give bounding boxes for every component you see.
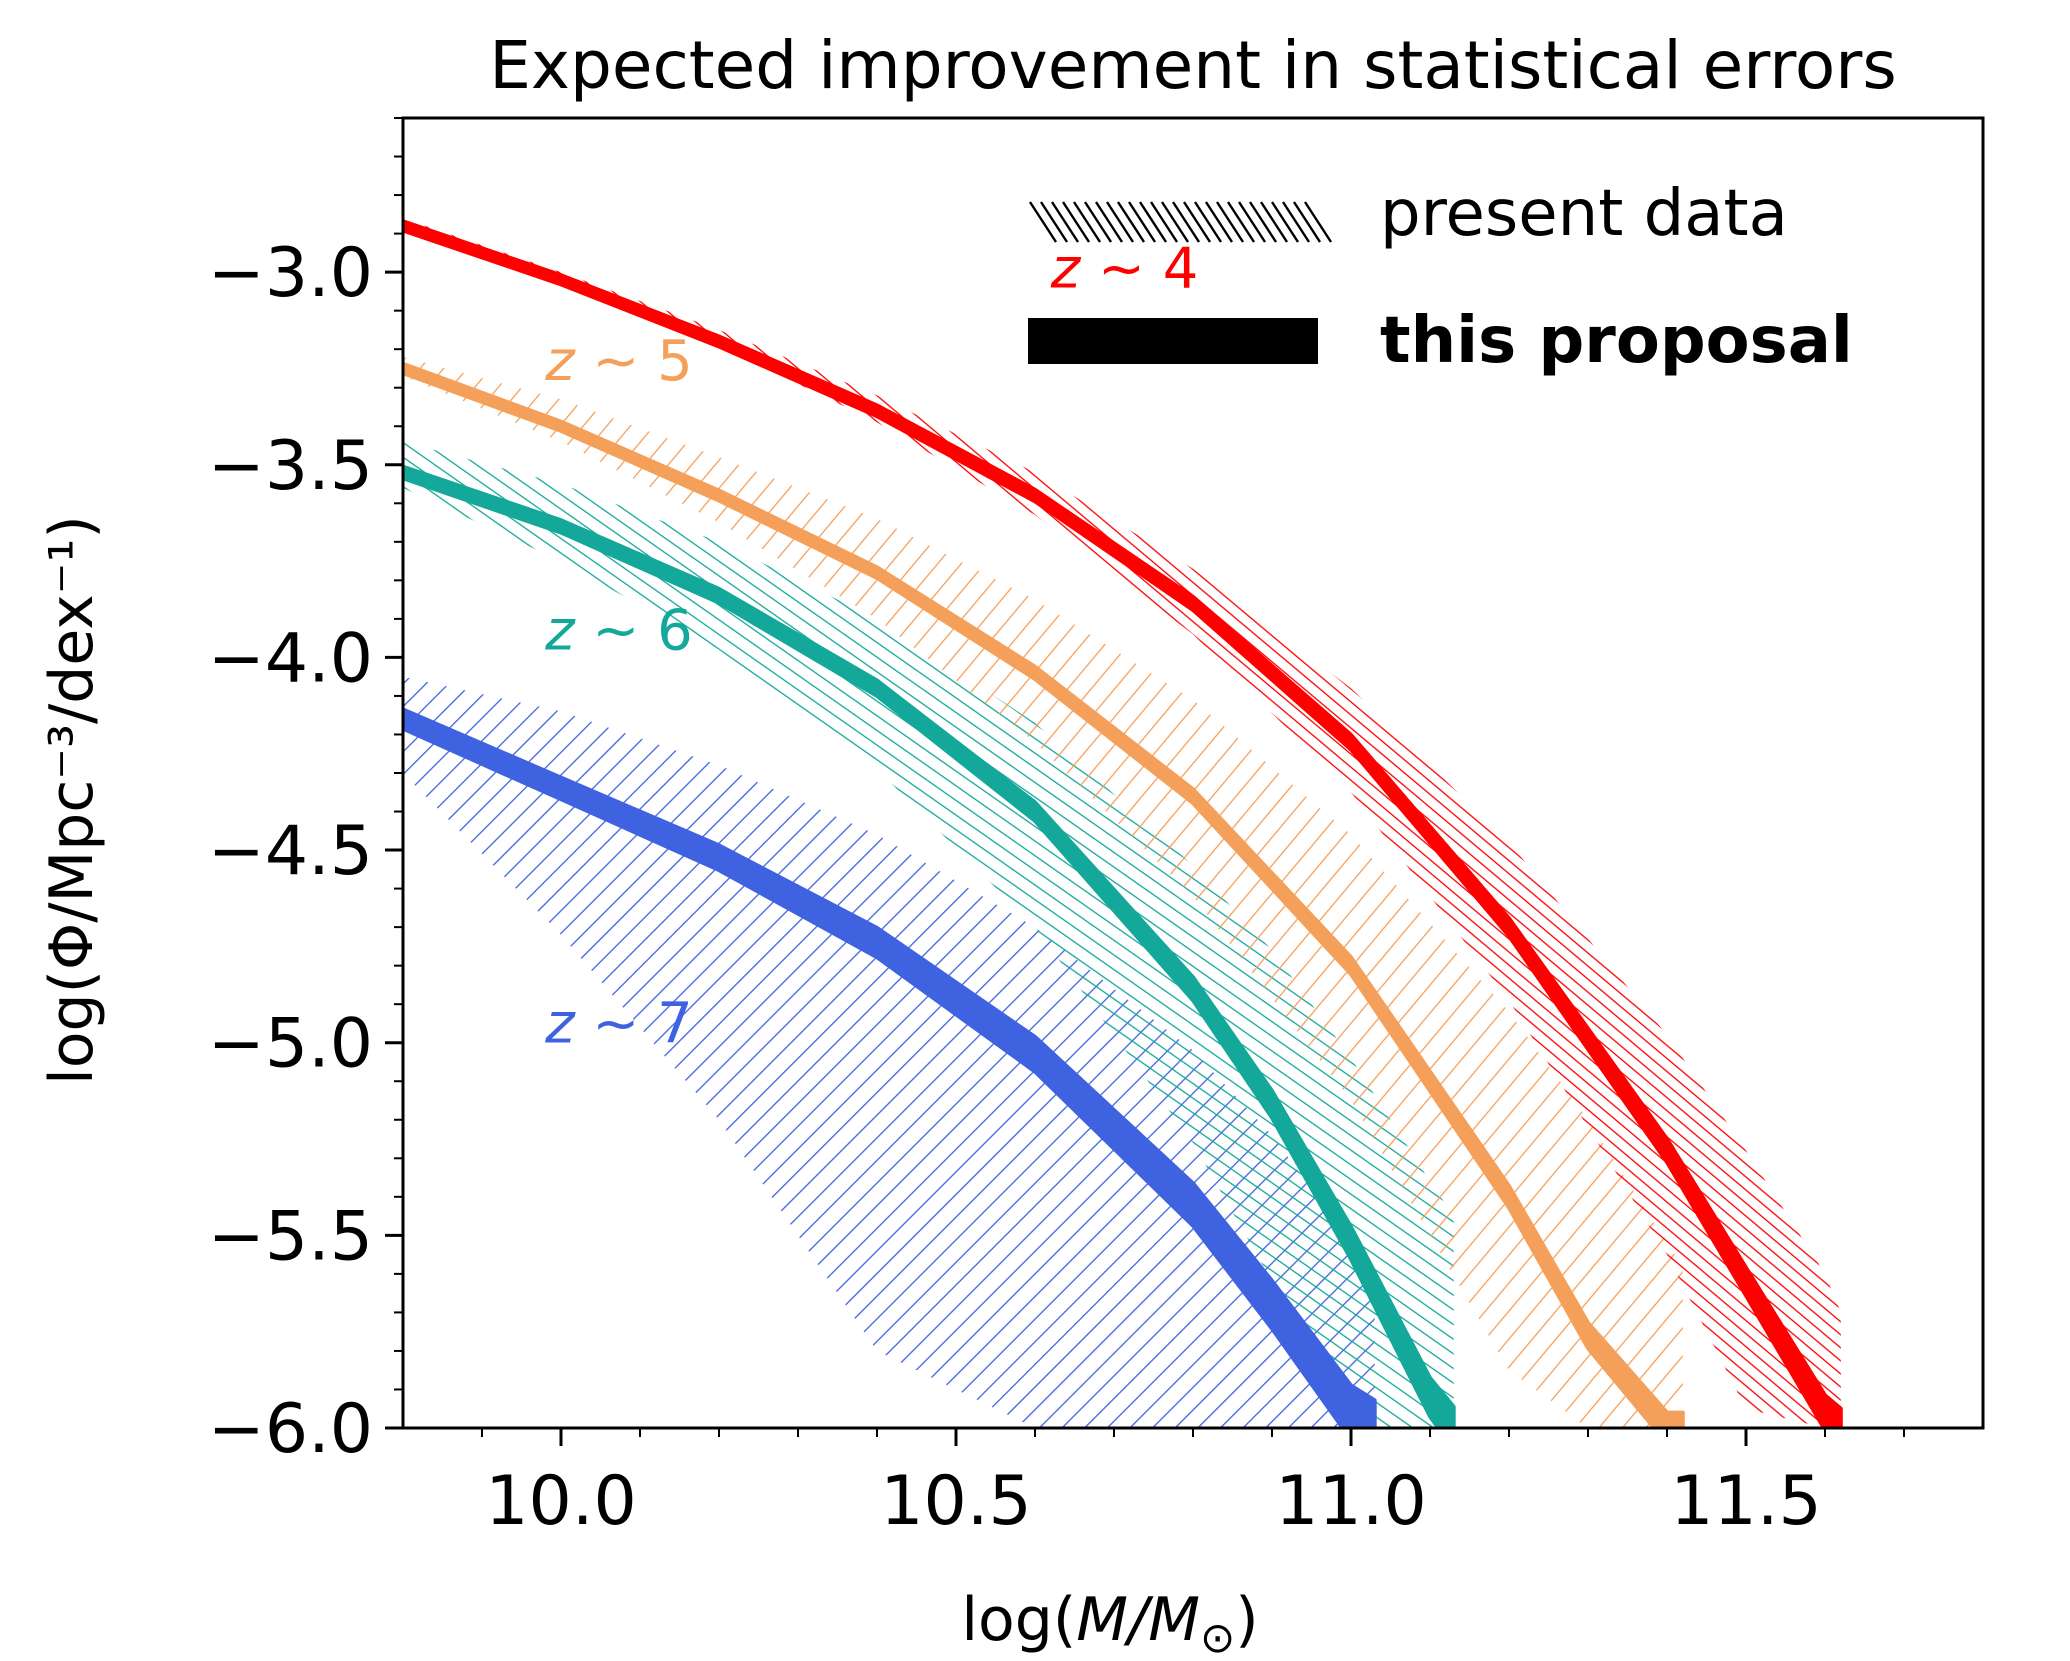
curve-labels: z ~ 4 z ~ 5 z ~ 6 z ~ 7 [544,237,1198,1057]
x-tick-label: 11.5 [1670,1462,1821,1541]
y-axis-label: log(Φ/Mpc⁻³/dex⁻¹) [37,515,107,1085]
legend-hatch-swatch [1028,201,1333,243]
y-tick-label: −4.5 [208,812,373,891]
y-tick-label: −6.0 [208,1390,373,1469]
present-data-band-z7 [403,676,1375,1428]
plot-series [403,218,1843,1428]
y-tick-label: −5.0 [208,1005,373,1084]
proposal-band-z7 [403,707,1377,1428]
legend-solid-swatch [1028,318,1318,364]
legend-label-this-proposal: this proposal [1380,304,1853,378]
x-tick-label: 11.0 [1275,1462,1426,1541]
present-data-band-z4 [403,218,1841,1428]
curve-label-z7: z ~ 7 [544,992,693,1057]
proposal-band-z6 [403,464,1456,1428]
chart-title: Expected improvement in statistical erro… [489,27,1897,104]
y-tick-label: −3.5 [208,427,373,506]
curve-label-z6: z ~ 6 [544,599,693,664]
axis-ticks: 10.0 10.5 11.0 11.5 −3.0 −3.5 −4.0 −4.5 −5.0 −5.5… [208,117,1905,1541]
y-tick-label: −3.0 [208,234,373,313]
x-tick-label: 10.0 [485,1462,636,1541]
curve-label-z5: z ~ 5 [544,329,693,394]
proposal-band-z4 [403,219,1843,1428]
present-data-band-z5 [403,356,1683,1428]
x-axis-label: log(M/M⊙) [961,1585,1258,1661]
legend-label-present-data: present data [1380,177,1788,251]
legend: present data this proposal [1028,177,1853,378]
curve-label-z4: z ~ 4 [1050,237,1199,302]
y-tick-label: −5.5 [208,1197,373,1276]
proposal-band-z5 [403,361,1685,1428]
x-tick-label: 10.5 [880,1462,1031,1541]
y-tick-label: −4.0 [208,619,373,698]
